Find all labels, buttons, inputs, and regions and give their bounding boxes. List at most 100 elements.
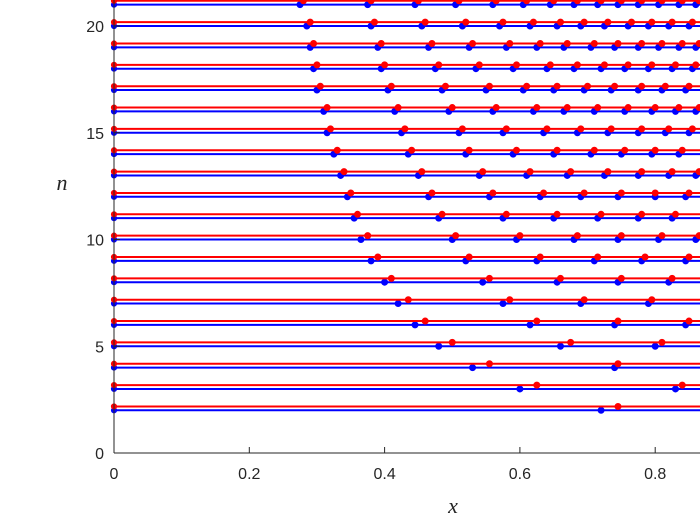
axes-layer (113, 0, 700, 454)
series-1-row-15-point-3 (502, 125, 510, 133)
series-1-row-11-point-2 (502, 210, 510, 218)
series-1-row-17-point-4 (523, 82, 531, 90)
series-1-row-18-point-7 (600, 61, 608, 69)
series-1-row-19-point-4 (506, 40, 514, 48)
series-1-row-16-point-6 (594, 104, 602, 112)
series-1-row-9-point-5 (685, 253, 693, 261)
series-1-row-16-point-4 (533, 104, 541, 112)
series-1-row-20-point-12 (688, 18, 696, 26)
series-1-row-11-point-4 (597, 210, 605, 218)
x-tick-label-2: 0.4 (373, 466, 395, 483)
series-0-row-6-point-1 (526, 321, 534, 329)
series-1-row-20-point-2 (421, 18, 429, 26)
series-1-row-14-point-4 (553, 146, 561, 154)
series-1-row-12-point-3 (540, 189, 548, 197)
series-1-row-20-point-9 (628, 18, 636, 26)
series-0-row-4-point-0 (469, 364, 477, 372)
series-1-row-17-point-2 (441, 82, 449, 90)
series-1-row-6-point-0 (421, 317, 429, 325)
series-0-row-5-point-1 (556, 342, 564, 350)
series-1-row-19-point-3 (469, 40, 477, 48)
series-1-row-13-point-2 (479, 168, 487, 176)
series-1-row-13-point-5 (604, 168, 612, 176)
series-1-row-14-point-3 (513, 146, 521, 154)
series-1-row-10-point-4 (617, 232, 625, 240)
series-1-row-17-point-3 (485, 82, 493, 90)
series-1-row-17-point-0 (316, 82, 324, 90)
series-1-row-13-point-1 (418, 168, 426, 176)
series-1-row-18-point-9 (648, 61, 656, 69)
series-1-row-20-point-8 (604, 18, 612, 26)
y-axis-label: n (57, 170, 68, 195)
series-1-row-18-point-10 (671, 61, 679, 69)
series-1-row-15-point-5 (577, 125, 585, 133)
series-1-row-18-point-3 (475, 61, 483, 69)
y-tick-label-2: 10 (86, 233, 104, 250)
series-1-row-7-point-1 (506, 296, 514, 304)
series-0-row-3-point-0 (516, 385, 524, 393)
series-1-row-13-point-4 (567, 168, 575, 176)
series-0-row-3-point-1 (671, 385, 679, 393)
series-1-row-17-point-9 (661, 82, 669, 90)
series-1-row-12-point-4 (580, 189, 588, 197)
series-1-row-19-point-9 (638, 40, 646, 48)
series-1-row-12-point-2 (489, 189, 497, 197)
series-1-row-20-point-1 (370, 18, 378, 26)
series-1-row-17-point-1 (387, 82, 395, 90)
series-0-row-6-point-0 (411, 321, 419, 329)
series-1-row-9-point-4 (641, 253, 649, 261)
series-1-row-21-point-0 (299, 0, 307, 5)
series-1-row-15-point-7 (638, 125, 646, 133)
series-1 (110, 0, 700, 410)
series-1-row-17-point-7 (611, 82, 619, 90)
series-1-row-16-point-0 (323, 104, 331, 112)
series-1-row-15-point-8 (665, 125, 673, 133)
series-1-row-4-point-1 (614, 360, 622, 368)
series-1-row-10-point-0 (364, 232, 372, 240)
series-1-row-11-point-6 (671, 210, 679, 218)
series-1-row-21-point-2 (414, 0, 422, 5)
series-layer (110, 0, 700, 414)
series-1-row-11-point-3 (553, 210, 561, 218)
series-1-row-18-point-2 (435, 61, 443, 69)
series-1-row-5-point-2 (658, 338, 666, 346)
series-1-row-7-point-3 (648, 296, 656, 304)
series-1-row-11-point-1 (438, 210, 446, 218)
series-1-row-18-point-11 (692, 61, 700, 69)
series-1-row-18-point-4 (513, 61, 521, 69)
x-tick-label-3: 0.6 (509, 466, 531, 483)
x-tick-label-0: 0 (110, 466, 119, 483)
series-1-row-19-point-8 (614, 40, 622, 48)
series-0-row-8-point-0 (381, 278, 389, 286)
series-0-row-8-point-1 (479, 278, 487, 286)
series-1-row-21-point-4 (492, 0, 500, 5)
series-0-row-7-point-0 (394, 300, 402, 308)
series-1-row-18-point-8 (624, 61, 632, 69)
series-1-row-21-point-10 (638, 0, 646, 5)
series-1-row-15-point-4 (543, 125, 551, 133)
series-1-row-6-point-3 (685, 317, 693, 325)
series-1-row-21-point-9 (617, 0, 625, 5)
series-1-row-19-point-2 (428, 40, 436, 48)
series-0-row-2-point-0 (597, 406, 605, 414)
series-1-row-4-point-0 (485, 360, 493, 368)
series-1-row-14-point-6 (621, 146, 629, 154)
series-1-row-13-point-6 (638, 168, 646, 176)
series-0-row-9-point-0 (367, 257, 375, 265)
series-1-row-3-point-1 (678, 381, 686, 389)
series-0-row-5-point-2 (651, 342, 659, 350)
series-1-row-8-point-0 (387, 274, 395, 282)
series-1-row-10-point-6 (695, 232, 700, 240)
series-1-row-15-point-0 (326, 125, 334, 133)
series-1-row-14-point-8 (678, 146, 686, 154)
series-1-row-3-point-0 (533, 381, 541, 389)
ticks-layer: 0 0.2 0.4 0.6 0.8 0 5 10 15 20 (86, 19, 666, 483)
series-1-row-13-point-0 (340, 168, 348, 176)
series-1-row-8-point-1 (485, 274, 493, 282)
series-1-row-15-point-1 (401, 125, 409, 133)
series-1-row-18-point-5 (546, 61, 554, 69)
series-1-row-17-point-8 (638, 82, 646, 90)
series-1-row-8-point-2 (556, 274, 564, 282)
series-1-row-6-point-2 (614, 317, 622, 325)
series-1-row-15-point-2 (458, 125, 466, 133)
